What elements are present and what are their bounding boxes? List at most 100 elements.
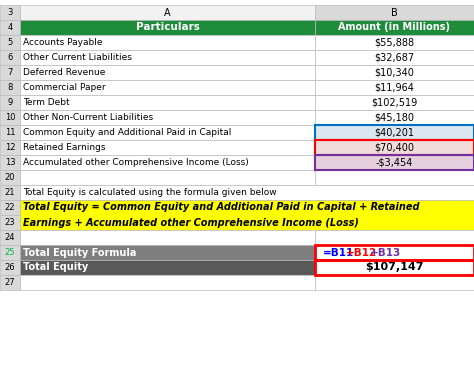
Text: 3: 3 (7, 8, 13, 17)
Text: Total Equity Formula: Total Equity Formula (23, 248, 137, 258)
Text: +B12: +B12 (346, 248, 377, 258)
Bar (315, 95, 474, 110)
Bar (315, 230, 474, 245)
Bar (315, 140, 474, 155)
Bar (20, 80, 315, 95)
Text: B: B (391, 7, 398, 17)
Bar (0, 215, 20, 230)
Text: Accumulated other Comprehensive Income (Loss): Accumulated other Comprehensive Income (… (23, 158, 249, 167)
Bar (20, 20, 315, 35)
Bar (0, 245, 20, 260)
Bar (315, 35, 474, 50)
Text: 5: 5 (8, 38, 13, 47)
Bar (315, 170, 474, 185)
Bar (20, 35, 315, 50)
Bar (20, 260, 315, 275)
Text: $102,519: $102,519 (371, 97, 418, 107)
Bar (315, 20, 474, 35)
Text: =B11: =B11 (323, 248, 354, 258)
Bar (315, 245, 474, 260)
Text: 24: 24 (5, 233, 15, 242)
Text: 6: 6 (7, 53, 13, 62)
Text: -$3,454: -$3,454 (376, 158, 413, 168)
Text: 8: 8 (7, 83, 13, 92)
Text: Total Equity is calculated using the formula given below: Total Equity is calculated using the for… (23, 188, 277, 197)
Text: $55,888: $55,888 (374, 38, 415, 47)
Bar (20, 185, 474, 200)
Bar (20, 200, 474, 230)
Bar (0, 260, 20, 275)
Text: Amount (in Millions): Amount (in Millions) (338, 23, 450, 33)
Bar (315, 110, 474, 125)
Bar (315, 125, 474, 140)
Bar (0, 185, 20, 200)
Bar (20, 50, 315, 65)
Bar (0, 80, 20, 95)
Bar (315, 245, 474, 260)
Text: A: A (164, 7, 171, 17)
Text: Retained Earnings: Retained Earnings (23, 143, 106, 152)
Bar (0, 170, 20, 185)
Text: $11,964: $11,964 (374, 83, 414, 92)
Text: $32,687: $32,687 (374, 52, 415, 62)
Text: Earnings + Accumulated other Comprehensive Income (Loss): Earnings + Accumulated other Comprehensi… (23, 218, 359, 227)
Bar (20, 95, 315, 110)
Bar (315, 140, 474, 155)
Bar (315, 65, 474, 80)
Bar (20, 110, 315, 125)
Text: 26: 26 (5, 263, 15, 272)
Text: 11: 11 (5, 128, 15, 137)
Bar (20, 65, 315, 80)
Bar (20, 170, 315, 185)
Bar (315, 260, 474, 275)
Text: 4: 4 (8, 23, 13, 32)
Text: $10,340: $10,340 (374, 68, 414, 78)
Bar (20, 140, 315, 155)
Text: 21: 21 (5, 188, 15, 197)
Text: Total Equity = Common Equity and Additional Paid in Capital + Retained: Total Equity = Common Equity and Additio… (23, 203, 419, 213)
Bar (20, 5, 315, 20)
Bar (0, 200, 20, 215)
Text: 12: 12 (5, 143, 15, 152)
Text: 13: 13 (5, 158, 15, 167)
Bar (20, 125, 315, 140)
Bar (0, 125, 20, 140)
Bar (315, 125, 474, 140)
Bar (0, 50, 20, 65)
Bar (0, 140, 20, 155)
Text: Common Equity and Additional Paid in Capital: Common Equity and Additional Paid in Cap… (23, 128, 231, 137)
Text: Other Non-Current Liabilities: Other Non-Current Liabilities (23, 113, 153, 122)
Bar (0, 20, 20, 35)
Text: 7: 7 (7, 68, 13, 77)
Text: Total Equity: Total Equity (23, 263, 88, 272)
Bar (315, 5, 474, 20)
Text: $70,400: $70,400 (374, 142, 414, 152)
Bar (20, 155, 315, 170)
Text: 27: 27 (5, 278, 15, 287)
Bar (0, 5, 20, 20)
Bar (20, 245, 315, 260)
Text: 9: 9 (8, 98, 13, 107)
Text: +B13: +B13 (369, 248, 401, 258)
Text: Particulars: Particulars (136, 23, 200, 33)
Text: 10: 10 (5, 113, 15, 122)
Text: Term Debt: Term Debt (23, 98, 70, 107)
Bar (0, 95, 20, 110)
Bar (0, 230, 20, 245)
Text: 20: 20 (5, 173, 15, 182)
Bar (0, 35, 20, 50)
Bar (0, 110, 20, 125)
Text: Other Current Liabilities: Other Current Liabilities (23, 53, 132, 62)
Text: Accounts Payable: Accounts Payable (23, 38, 102, 47)
Bar (315, 275, 474, 290)
Text: $45,180: $45,180 (374, 113, 414, 123)
Bar (20, 230, 315, 245)
Text: 23: 23 (5, 218, 15, 227)
Text: Commercial Paper: Commercial Paper (23, 83, 106, 92)
Text: $40,201: $40,201 (374, 128, 414, 137)
Bar (20, 275, 315, 290)
Text: 25: 25 (5, 248, 15, 257)
Text: $107,147: $107,147 (365, 263, 424, 272)
Text: 22: 22 (5, 203, 15, 212)
Text: Deferred Revenue: Deferred Revenue (23, 68, 105, 77)
